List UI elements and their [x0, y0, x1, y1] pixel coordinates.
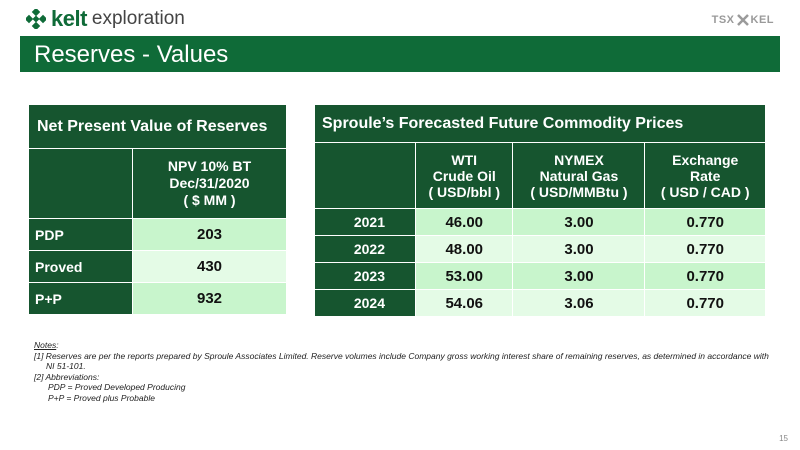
footnote-2: [2] Abbreviations:: [34, 371, 100, 382]
wti-value: 46.00: [414, 208, 514, 236]
wti-value: 54.06: [414, 289, 514, 317]
commodity-price-table: Sproule’s Forecasted Future Commodity Pr…: [314, 104, 766, 317]
header-line: Rate: [690, 167, 721, 184]
header-line: Exchange: [672, 151, 739, 168]
header-line: ( USD/bbl ): [428, 183, 501, 200]
row-label: PDP: [28, 218, 133, 251]
company-logo: kelt exploration: [26, 6, 185, 32]
exchange-label: TSX: [711, 14, 735, 26]
nymex-value: 3.06: [512, 289, 646, 317]
npv-table-corner: [28, 148, 133, 219]
page-number: 15: [779, 434, 788, 443]
tsx-cross-icon: [736, 14, 749, 26]
row-label: Proved: [28, 250, 133, 283]
header-line: ( USD/MMBtu ): [530, 183, 628, 200]
table-row: 2024 54.06 3.06 0.770: [314, 289, 766, 317]
npv-value: 932: [132, 282, 287, 315]
logo-subtitle: exploration: [91, 8, 185, 29]
wti-value: 53.00: [414, 262, 514, 290]
npv-header-line: NPV 10% BT: [167, 158, 252, 174]
table-row: Proved 430: [28, 250, 287, 283]
header-line: Crude Oil: [432, 167, 496, 184]
npv-table-title: Net Present Value of Reserves: [28, 104, 287, 149]
ticker-logo: TSX KEL: [712, 11, 774, 29]
fx-value: 0.770: [644, 262, 766, 290]
npv-header-line: Dec/31/2020: [169, 175, 250, 191]
wti-value: 48.00: [414, 235, 514, 263]
year-cell: 2023: [314, 262, 416, 290]
ticker-symbol: KEL: [750, 14, 774, 26]
abbreviation-pp: P+P = Proved plus Probable: [48, 392, 155, 403]
npv-value: 203: [132, 218, 287, 251]
year-cell: 2022: [314, 235, 416, 263]
abbreviation-pdp: PDP = Proved Developed Producing: [48, 382, 186, 392]
wti-column-header: WTI Crude Oil ( USD/bbl ): [414, 142, 514, 209]
fx-value: 0.770: [644, 235, 766, 263]
npv-header-line: ( $ MM ): [183, 192, 236, 208]
page-title: Reserves - Values: [34, 41, 229, 68]
nymex-column-header: NYMEX Natural Gas ( USD/MMBtu ): [512, 142, 646, 209]
logo-wordmark: kelt: [51, 6, 87, 31]
table-row: P+P 932: [28, 282, 287, 315]
fx-value: 0.770: [644, 208, 766, 236]
row-label: P+P: [28, 282, 133, 315]
year-cell: 2021: [314, 208, 416, 236]
title-bar: Reserves - Values: [20, 36, 780, 72]
table-row: 2023 53.00 3.00 0.770: [314, 262, 766, 290]
npv-column-header: NPV 10% BT Dec/31/2020 ( $ MM ): [132, 148, 287, 219]
header-line: NYMEX: [554, 151, 604, 168]
table-row: 2022 48.00 3.00 0.770: [314, 235, 766, 263]
fx-column-header: Exchange Rate ( USD / CAD ): [644, 142, 766, 209]
footnote-1: [1] Reserves are per the reports prepare…: [34, 350, 769, 361]
notes-heading: Notes: [34, 340, 57, 350]
table-row: 2021 46.00 3.00 0.770: [314, 208, 766, 236]
price-table-title: Sproule’s Forecasted Future Commodity Pr…: [314, 104, 766, 143]
table-row: PDP 203: [28, 218, 287, 251]
footnotes: Notes: [1] Reserves are per the reports …: [34, 340, 774, 403]
npv-table: Net Present Value of Reserves NPV 10% BT…: [28, 104, 287, 315]
nymex-value: 3.00: [512, 235, 646, 263]
header-line: WTI: [451, 151, 478, 168]
nymex-value: 3.00: [512, 208, 646, 236]
year-cell: 2024: [314, 289, 416, 317]
nymex-value: 3.00: [512, 262, 646, 290]
fx-value: 0.770: [644, 289, 766, 317]
price-table-corner: [314, 142, 416, 209]
npv-value: 430: [132, 250, 287, 283]
footnote-1-continued: NI 51-101.: [46, 361, 86, 371]
header-line: ( USD / CAD ): [660, 183, 750, 200]
notes-heading-line: Notes:: [34, 340, 59, 350]
kelt-leaf-icon: [26, 9, 46, 29]
header-line: Natural Gas: [539, 167, 619, 184]
